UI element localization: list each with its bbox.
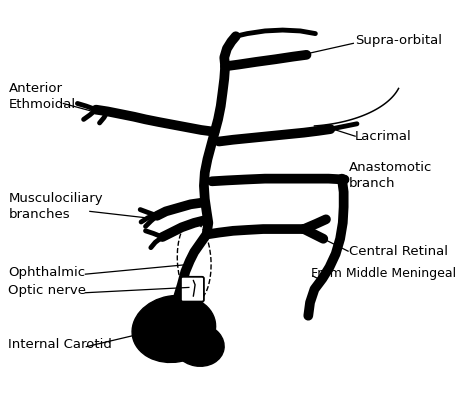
Text: From Middle Meningeal: From Middle Meningeal [311, 267, 456, 280]
Text: Anterior
Ethmoidal: Anterior Ethmoidal [8, 82, 76, 111]
Ellipse shape [173, 323, 224, 366]
FancyBboxPatch shape [181, 277, 204, 301]
Text: Anastomotic
branch: Anastomotic branch [349, 161, 432, 190]
Text: Lacrimal: Lacrimal [355, 130, 412, 142]
Text: Optic nerve: Optic nerve [8, 285, 86, 297]
Text: Ophthalmic: Ophthalmic [8, 266, 86, 279]
Text: Internal Carotid: Internal Carotid [8, 338, 112, 351]
Text: Supra-orbital: Supra-orbital [355, 34, 442, 47]
Text: Musculociliary
branches: Musculociliary branches [8, 192, 103, 221]
Text: Central Retinal: Central Retinal [349, 244, 448, 258]
Ellipse shape [132, 296, 216, 363]
